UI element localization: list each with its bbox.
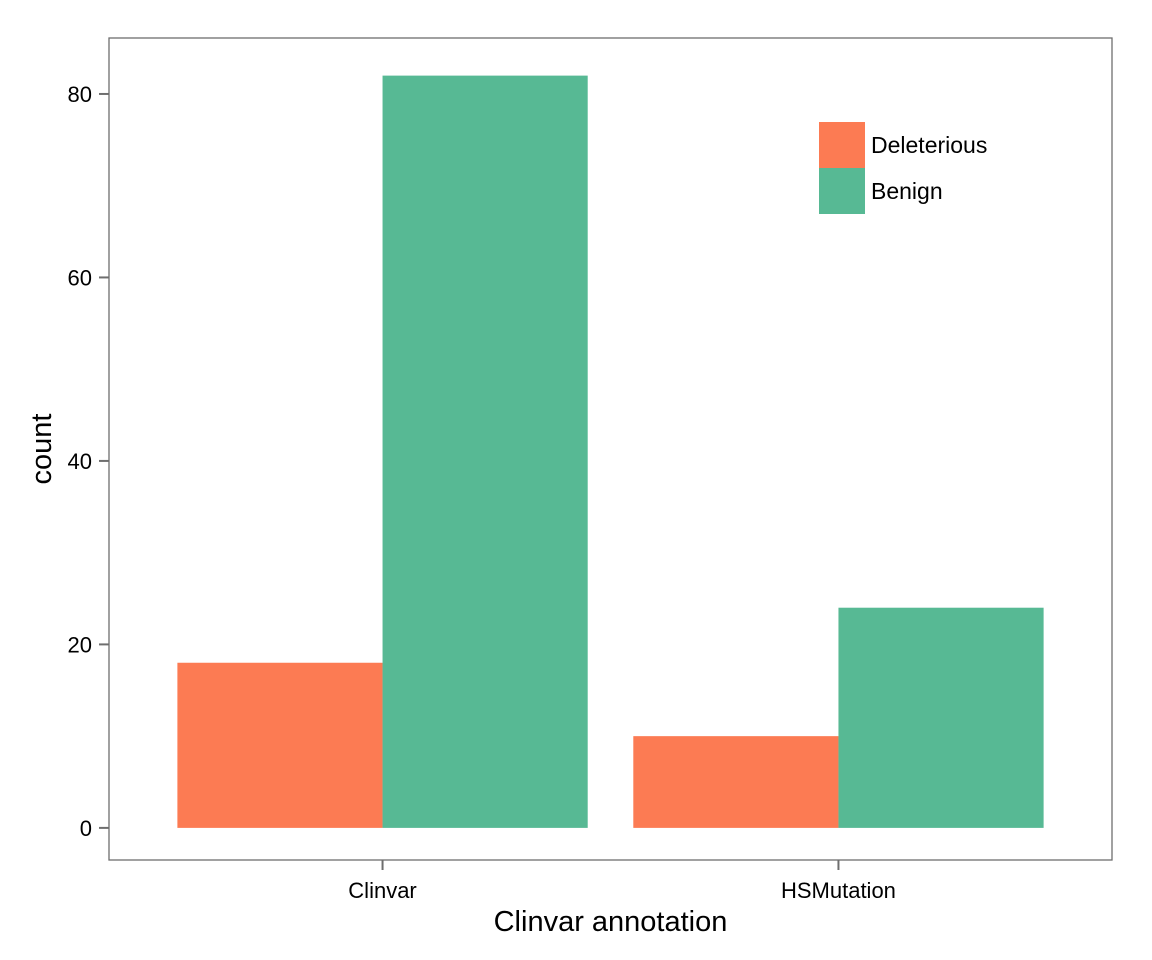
plot-frame <box>108 37 1113 861</box>
legend-key-benign <box>819 168 865 214</box>
y-tick-label: 60 <box>68 265 92 290</box>
bar-benign-hsmutation <box>838 607 1044 828</box>
plot-panel: 0 20 40 60 80 Clinvar HSMutation <box>68 37 1113 903</box>
bar-deleterious-hsmutation <box>633 736 839 828</box>
legend-label-benign: Benign <box>871 178 943 204</box>
y-tick-label: 0 <box>80 816 92 841</box>
y-tick-label: 20 <box>68 632 92 657</box>
x-axis-title: Clinvar annotation <box>494 906 728 938</box>
legend-key-deleterious <box>819 122 865 168</box>
bar-benign-clinvar <box>382 75 588 828</box>
y-tick-label: 40 <box>68 449 92 474</box>
y-axis-title: count <box>26 414 58 485</box>
legend: Deleterious Benign <box>819 122 987 214</box>
legend-label-deleterious: Deleterious <box>871 132 987 158</box>
y-tick-label: 80 <box>68 82 92 107</box>
x-tick-label: Clinvar <box>348 878 416 903</box>
x-axis: Clinvar HSMutation <box>348 860 896 903</box>
bar-deleterious-clinvar <box>177 662 383 828</box>
x-tick-label: HSMutation <box>781 878 896 903</box>
y-axis: 0 20 40 60 80 <box>68 82 109 841</box>
bars-group <box>177 75 1044 828</box>
